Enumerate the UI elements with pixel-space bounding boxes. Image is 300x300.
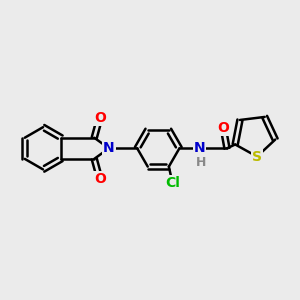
Text: N: N (103, 141, 115, 155)
Text: S: S (252, 150, 262, 164)
Text: N: N (194, 141, 206, 155)
Text: H: H (196, 156, 207, 169)
Text: Cl: Cl (165, 176, 180, 190)
Text: O: O (218, 121, 229, 135)
Text: O: O (94, 111, 106, 124)
Text: O: O (94, 172, 106, 186)
